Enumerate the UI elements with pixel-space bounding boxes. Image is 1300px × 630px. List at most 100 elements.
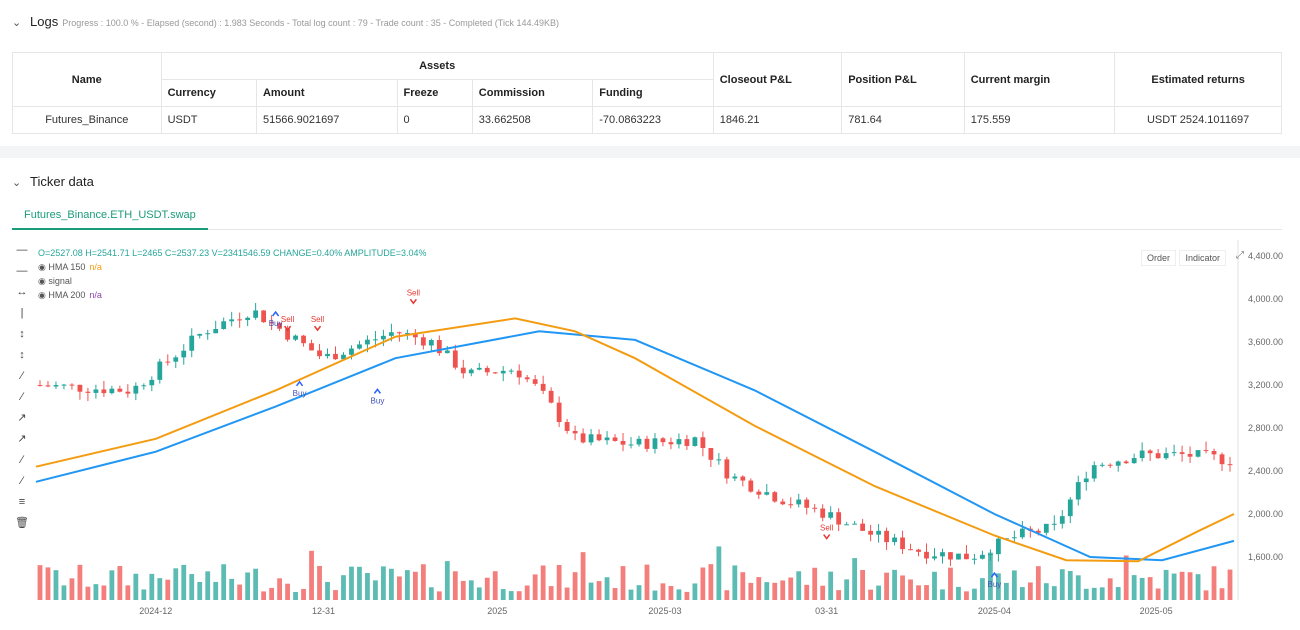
eye-icon[interactable]: ◉ [38, 276, 46, 286]
candle-body [980, 554, 985, 559]
volume-bar [620, 566, 626, 600]
hma200-line [35, 330, 1235, 562]
volume-bar [53, 570, 59, 600]
candle-body [1051, 523, 1057, 525]
cell-position: 781.64 [841, 106, 965, 134]
volume-bar [780, 580, 786, 600]
volume-bar [277, 578, 282, 600]
candle-body [460, 367, 466, 374]
candle-body [1059, 516, 1065, 524]
ticker-header[interactable]: ⌄ Ticker data [12, 174, 94, 189]
arrow-line-icon[interactable]: ↗ [17, 433, 27, 445]
volume-bar [652, 590, 658, 600]
candle-body [45, 385, 51, 387]
candle-body [484, 367, 490, 373]
volume-bar [309, 550, 314, 600]
volume-bar [420, 564, 426, 600]
volume-bar [692, 583, 698, 600]
signal-arrow [313, 325, 322, 332]
vertical-segment-icon[interactable]: ↕ [19, 328, 25, 340]
volume-bar [628, 589, 634, 600]
candle-body [253, 310, 259, 318]
candle-body [1227, 464, 1233, 466]
candle-body [1219, 454, 1225, 465]
ray-line-icon[interactable]: ↗ [17, 412, 27, 424]
name-header: Name [12, 52, 162, 107]
horizontal-line-icon[interactable]: — [16, 265, 28, 277]
legend-hma150[interactable]: ◉ HMA 150 n/a [38, 262, 102, 272]
signal-label: Sell [820, 524, 834, 533]
pitchfork-icon[interactable]: ∕ [21, 475, 23, 487]
candle-body [828, 512, 834, 518]
eye-icon[interactable]: ◉ [38, 262, 46, 272]
candle-body [660, 438, 666, 443]
price-range-icon[interactable]: ↕ [19, 349, 25, 361]
volume-bar [964, 591, 969, 600]
volume-bar [740, 572, 746, 600]
trash-icon[interactable]: 🗑 [15, 517, 29, 529]
indicator-button[interactable]: Indicator [1179, 250, 1226, 266]
candle-body [580, 433, 586, 443]
signal-arrow [272, 310, 280, 317]
chart-area[interactable]: 4,400.00 4,000.00 3,600.00 3,200.00 2,800.00… [12, 240, 1288, 622]
volume-bar [1227, 569, 1233, 600]
volume-bar [724, 590, 730, 600]
vertical-line-icon[interactable]: | [20, 307, 24, 319]
candle-body [53, 385, 59, 387]
volume-bar [892, 569, 897, 600]
candle-body [740, 476, 746, 481]
volume-bar [732, 565, 738, 600]
trend-line-icon[interactable]: ∕ [21, 370, 23, 382]
chart-legend: O=2527.08 H=2541.71 L=2465 C=2537.23 V=2… [38, 246, 427, 302]
order-button[interactable]: Order [1140, 250, 1176, 266]
y-tick-label: 4,000.00 [1248, 294, 1283, 304]
volume-bar [396, 576, 402, 600]
price-chart[interactable]: 4,400.00 4,000.00 3,600.00 3,200.00 2,800.00… [12, 240, 1288, 622]
chevron-down-icon[interactable]: ⌄ [12, 17, 22, 29]
legend-hma200[interactable]: ◉ HMA 200 n/a [38, 290, 102, 300]
candle-body [900, 537, 905, 550]
candle-body [572, 430, 578, 434]
currency-header: Currency [160, 79, 257, 107]
volume-bar [468, 580, 474, 600]
candle-body [85, 391, 91, 393]
volume-bar [668, 585, 674, 600]
chevron-down-icon[interactable]: ⌄ [12, 177, 22, 189]
volume-bar [357, 566, 362, 600]
volume-bar [1211, 566, 1217, 600]
y-tick-label: 4,400.00 [1248, 251, 1283, 261]
extended-line-icon[interactable]: ∕ [21, 391, 23, 403]
crosshair-icon[interactable]: — [16, 244, 28, 256]
signal-arrow [409, 298, 417, 305]
volume-bar [197, 581, 203, 600]
candle-body [349, 348, 354, 355]
candle-body [189, 335, 195, 351]
candle-body [788, 504, 794, 506]
tab-eth-usdt-swap[interactable]: Futures_Binance.ETH_USDT.swap [12, 202, 208, 230]
parallel-channel-icon[interactable]: ∕ [21, 454, 23, 466]
candle-body [125, 391, 131, 394]
candle-body [1115, 461, 1121, 466]
legend-signal[interactable]: ◉ signal [38, 276, 72, 286]
fullscreen-icon[interactable]: ⤢ [1236, 250, 1244, 261]
candle-body [404, 332, 410, 334]
candle-body [876, 530, 881, 535]
volume-bar [1131, 575, 1137, 600]
volume-bar [173, 568, 179, 600]
logs-header[interactable]: ⌄ Logs Progress : 100.0 % - Elapsed (sec… [12, 14, 559, 29]
candle-body [692, 437, 698, 446]
volume-bar [500, 589, 506, 600]
eye-icon[interactable]: ◉ [38, 290, 46, 300]
candle-body [229, 319, 235, 322]
volume-bar [636, 585, 642, 600]
candle-body [317, 350, 322, 357]
volume-bar [1091, 587, 1097, 600]
volume-bar [836, 590, 842, 600]
fib-retracement-icon[interactable]: ≡ [18, 496, 26, 508]
candle-body [492, 372, 498, 374]
candle-body [868, 530, 874, 535]
ray-icon[interactable]: ↔ [16, 286, 28, 298]
volume-bar [37, 565, 43, 600]
candle-body [540, 383, 546, 391]
candle-body [1131, 458, 1137, 464]
